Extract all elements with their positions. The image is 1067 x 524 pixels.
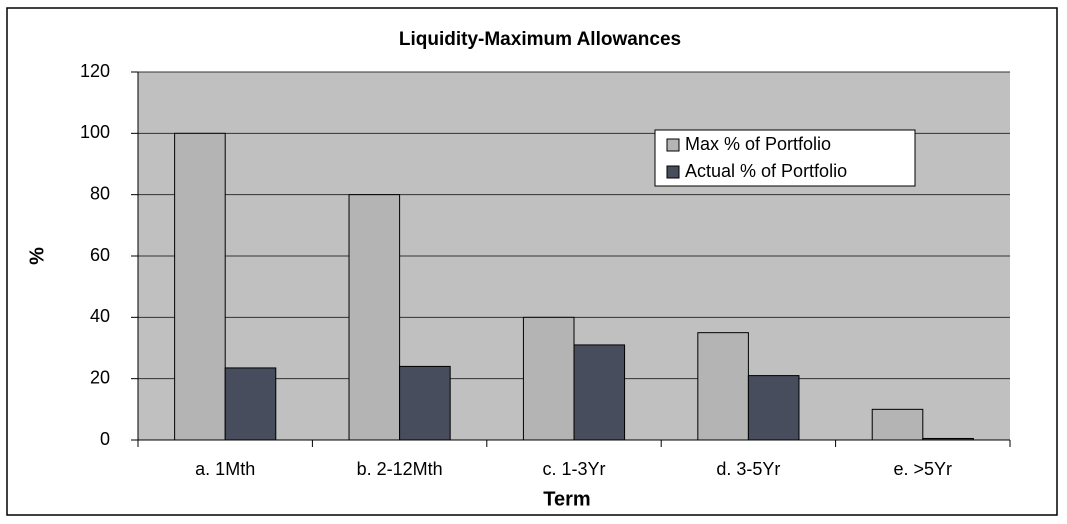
y-tick-label: 40 <box>90 306 110 326</box>
y-tick-label: 100 <box>80 122 110 142</box>
bar <box>747 375 800 441</box>
bar <box>573 344 626 441</box>
y-axis-label: % <box>26 247 48 265</box>
bar <box>224 367 277 441</box>
legend-label: Max % of Portfolio <box>685 134 831 154</box>
x-tick-label: a. 1Mth <box>195 459 255 479</box>
legend-box <box>654 129 916 187</box>
legend-label: Actual % of Portfolio <box>685 161 847 181</box>
x-tick-label: c. 1-3Yr <box>542 459 605 479</box>
bar <box>922 437 974 441</box>
x-axis-label: Term <box>543 488 590 510</box>
bar <box>522 316 575 441</box>
x-tick-label: d. 3-5Yr <box>716 459 780 479</box>
chart-title: Liquidity-Maximum Allowances <box>399 29 681 50</box>
legend-swatch <box>666 165 680 179</box>
bar <box>871 408 924 441</box>
y-tick-label: 20 <box>90 367 110 387</box>
x-tick-label: b. 2-12Mth <box>357 459 443 479</box>
x-tick-label: e. >5Yr <box>894 459 953 479</box>
bar <box>348 194 401 441</box>
legend-swatch <box>666 138 680 152</box>
y-tick-label: 120 <box>80 61 110 81</box>
y-tick-label: 80 <box>90 183 110 203</box>
y-tick-label: 0 <box>100 429 110 449</box>
bar <box>697 332 749 441</box>
y-tick-label: 60 <box>90 245 110 265</box>
bar <box>174 132 226 441</box>
bar <box>399 365 451 441</box>
